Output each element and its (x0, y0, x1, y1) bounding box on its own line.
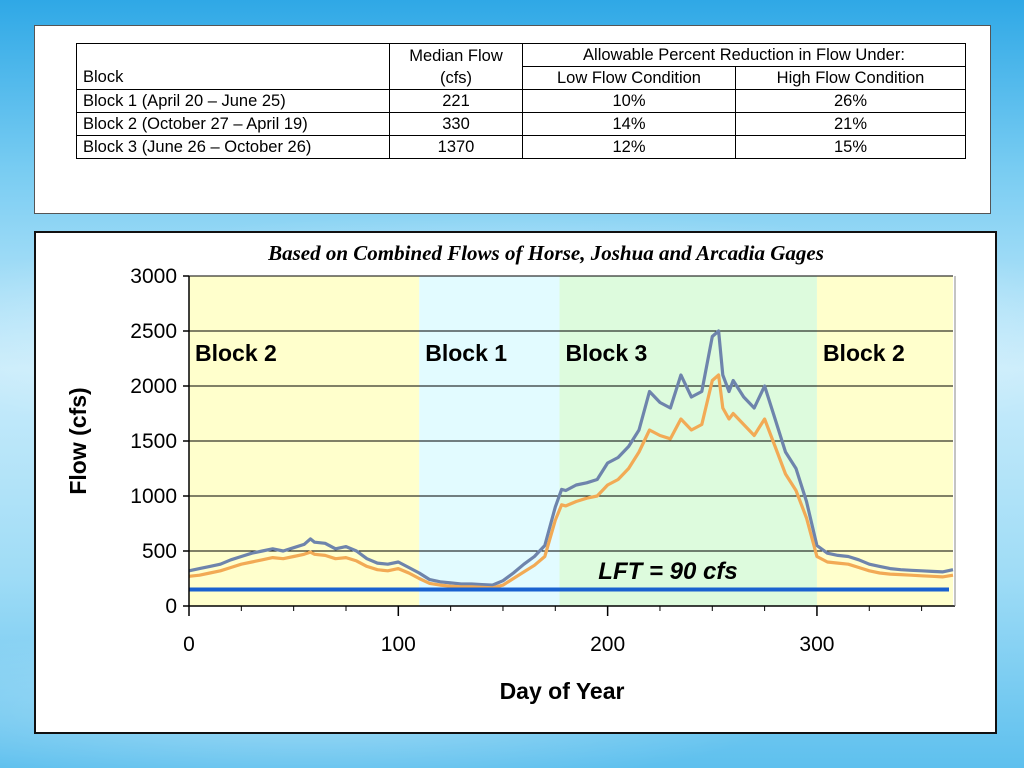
table-header-row: Block Median Flow (cfs) Allowable Percen… (76, 43, 966, 90)
cell-block: Block 1 (April 20 – June 25) (76, 89, 390, 113)
x-tick-label: 200 (590, 633, 625, 656)
header-median-flow-line2: (cfs) (439, 68, 473, 87)
series-line (188, 373, 954, 590)
block-label: Block 3 (565, 340, 647, 366)
table-subheader-row: Low Flow Condition High Flow Condition (77, 66, 966, 90)
block-labels: Block 2 Block 1 Block 3 Block 2 (195, 340, 905, 366)
table-row: Block 1 (April 20 – June 25) 221 10% 26% (76, 89, 966, 113)
cell-block: Block 3 (June 26 – October 26) (76, 135, 390, 159)
table-row: Block 2 (October 27 – April 19) 330 14% … (76, 112, 966, 136)
header-low-flow: Low Flow Condition (522, 66, 736, 90)
header-block: Block (76, 43, 390, 90)
y-tick-label: 2000 (130, 375, 177, 398)
chart-title: Based on Combined Flows of Horse, Joshua… (267, 241, 824, 265)
header-high-flow: High Flow Condition (735, 66, 966, 90)
cell-median: 221 (389, 89, 523, 113)
block-label: Block 1 (425, 340, 507, 366)
table-row: Block 3 (June 26 – October 26) 1370 12% … (76, 135, 966, 159)
series-line (188, 329, 954, 587)
y-tick-label: 2500 (130, 320, 177, 343)
flow-chart: Based on Combined Flows of Horse, Joshua… (65, 241, 956, 704)
header-median-flow-line1: Median Flow (409, 46, 503, 65)
reduction-table: Block Median Flow (cfs) Allowable Percen… (76, 43, 966, 159)
block-label: Block 2 (195, 340, 277, 366)
x-tick-label: 100 (381, 633, 416, 656)
header-allowable: Allowable Percent Reduction in Flow Unde… (522, 43, 966, 67)
cell-block: Block 2 (October 27 – April 19) (76, 112, 390, 136)
cell-median: 330 (389, 112, 523, 136)
cell-median: 1370 (389, 135, 523, 159)
x-tick-label: 300 (799, 633, 834, 656)
y-tick-label: 1500 (130, 430, 177, 453)
x-axis-title: Day of Year (500, 678, 625, 704)
series-lines (188, 329, 954, 590)
x-tick-label: 0 (183, 633, 195, 656)
block-label: Block 2 (823, 340, 905, 366)
y-tick-label: 1000 (130, 485, 177, 508)
reduction-table-panel: Block Median Flow (cfs) Allowable Percen… (34, 25, 991, 214)
y-tick-label: 0 (165, 595, 177, 618)
y-tick-label: 3000 (130, 265, 177, 288)
cell-low: 10% (522, 89, 736, 113)
y-tick-label: 500 (142, 540, 177, 563)
cell-high: 15% (735, 135, 966, 159)
cell-high: 21% (735, 112, 966, 136)
axes: 0 500 1000 1500 2000 2500 3000 0 100 200 300 (130, 265, 956, 656)
flow-chart-panel: Based on Combined Flows of Horse, Joshua… (34, 231, 997, 734)
cell-low: 12% (522, 135, 736, 159)
lft-label: LFT = 90 cfs (598, 558, 737, 585)
cell-high: 26% (735, 89, 966, 113)
cell-low: 14% (522, 112, 736, 136)
header-median-flow: Median Flow (cfs) (389, 43, 523, 90)
y-axis-title: Flow (cfs) (65, 387, 91, 494)
